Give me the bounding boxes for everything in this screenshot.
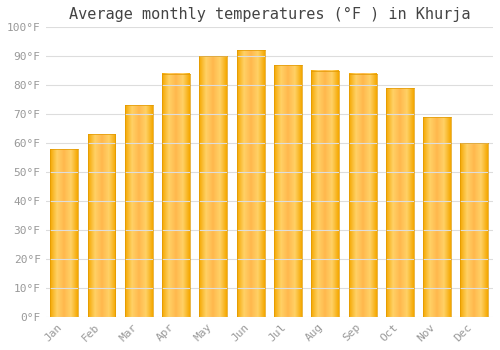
Title: Average monthly temperatures (°F ) in Khurja: Average monthly temperatures (°F ) in Kh… xyxy=(68,7,470,22)
